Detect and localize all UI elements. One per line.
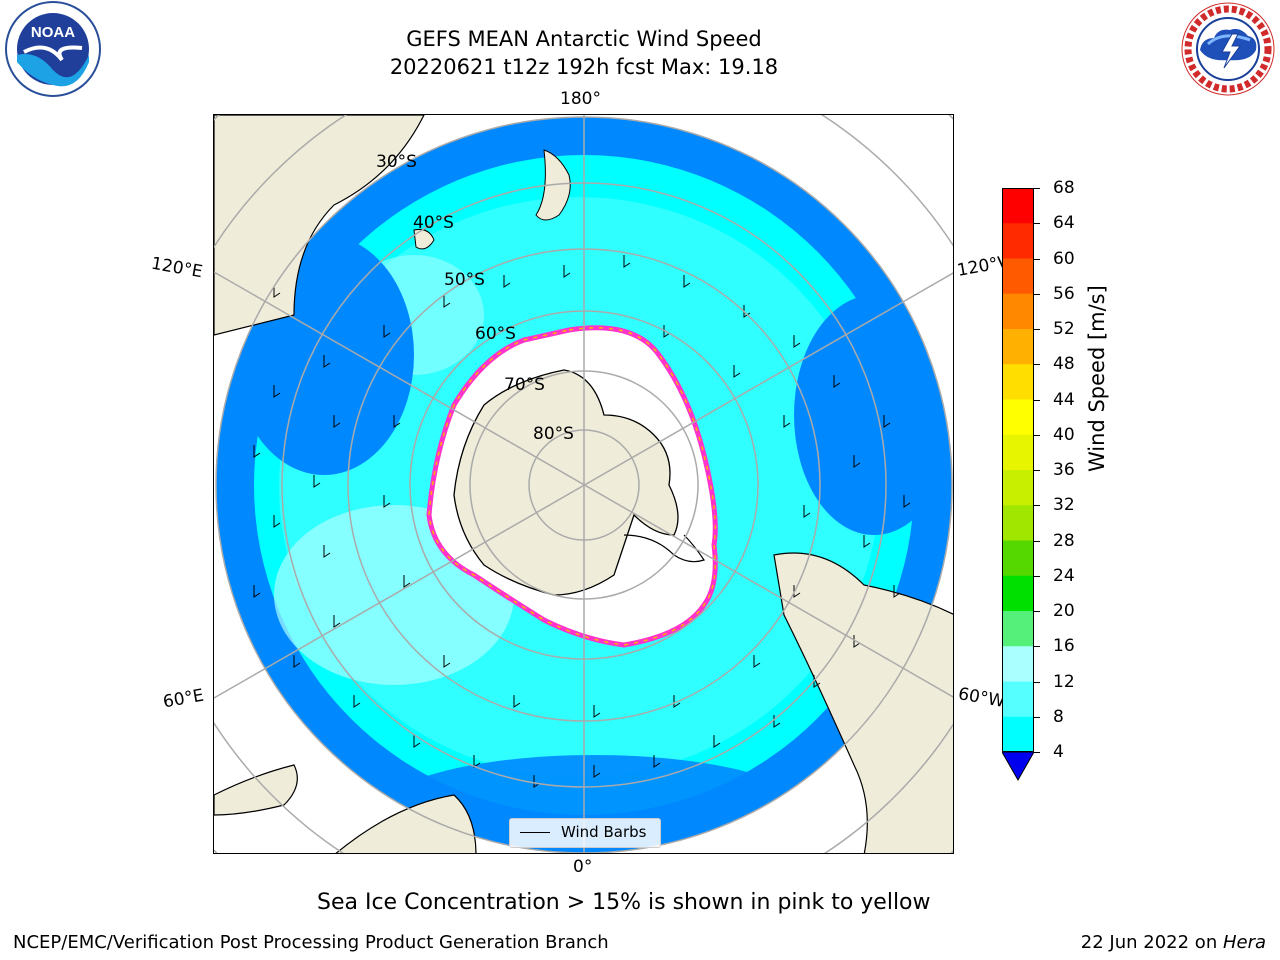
colorbar-segment [1002, 716, 1034, 753]
colorbar-tick-label: 40 [1053, 424, 1075, 445]
colorbar-segment [1002, 434, 1034, 471]
colorbar-segment [1002, 470, 1034, 506]
lon-label-top: 180° [560, 89, 601, 109]
colorbar-tick-mark [1034, 223, 1040, 225]
lon-label-left-upper: 120°E [149, 253, 205, 283]
graticule [214, 115, 953, 853]
colorbar-segment [1002, 293, 1034, 330]
colorbar-segment [1002, 575, 1034, 612]
colorbar-tick-mark [1034, 258, 1040, 260]
colorbar-tick-label: 16 [1053, 636, 1075, 657]
colorbar-tick-label: 64 [1053, 213, 1075, 234]
colorbar-segment [1002, 399, 1034, 436]
colorbar-tick-label: 36 [1053, 460, 1075, 480]
colorbar-tick-label: 60 [1053, 248, 1075, 269]
colorbar-segment [1002, 329, 1034, 365]
colorbar-tick-label: 44 [1053, 389, 1075, 410]
colorbar-tick-mark [1034, 752, 1040, 753]
legend-label: Wind Barbs [561, 823, 647, 841]
colorbar-segment [1002, 188, 1034, 224]
lon-label-right-lower: 60°W [956, 684, 1007, 712]
colorbar-tick-label: 4 [1053, 742, 1064, 762]
colorbar-tick-mark [1034, 364, 1040, 366]
wind-barbs-legend: Wind Barbs [509, 818, 661, 848]
colorbar-tick-mark [1034, 681, 1040, 683]
colorbar-segment [1002, 540, 1034, 577]
colorbar-label: Wind Speed [m/s] [1085, 285, 1109, 472]
colorbar-tick-mark [1034, 399, 1040, 401]
footer-host: Hera [1222, 932, 1266, 953]
lat-label-40: 40°S [413, 213, 454, 233]
lat-label-50: 50°S [444, 270, 485, 290]
colorbar [1001, 188, 1035, 782]
lat-label-70: 70°S [504, 375, 545, 395]
colorbar-tick-mark [1034, 716, 1040, 718]
colorbar-tick-label: 56 [1053, 283, 1075, 304]
noaa-logo-text: NOAA [31, 24, 75, 41]
colorbar-segment [1002, 611, 1034, 647]
lat-label-60: 60°S [475, 324, 516, 344]
colorbar-segment [1002, 681, 1034, 718]
footer-left: NCEP/EMC/Verification Post Processing Pr… [13, 932, 609, 953]
colorbar-tick-label: 12 [1053, 671, 1075, 692]
colorbar-tick-label: 20 [1053, 601, 1075, 621]
colorbar-tick-mark [1034, 575, 1040, 577]
colorbar-svg [1001, 188, 1035, 782]
noaa-logo: NOAA [2, 0, 104, 98]
colorbar-segment [1002, 364, 1034, 400]
colorbar-segment [1002, 223, 1034, 259]
title-line-1: GEFS MEAN Antarctic Wind Speed [406, 27, 762, 51]
nws-logo [1178, 0, 1278, 98]
colorbar-tick-label: 24 [1053, 565, 1075, 586]
colorbar-tick-label: 8 [1053, 706, 1064, 727]
colorbar-segment [1002, 258, 1034, 295]
lat-label-80: 80°S [533, 424, 574, 444]
colorbar-tick-mark [1034, 540, 1040, 542]
title-line-2: 20220621 t12z 192h fcst Max: 19.18 [389, 55, 779, 79]
colorbar-tick-mark [1034, 470, 1040, 471]
colorbar-tick-label: 28 [1053, 530, 1075, 551]
polar-map-svg [214, 115, 953, 853]
colorbar-tick-mark [1034, 646, 1040, 648]
colorbar-segment [1002, 646, 1034, 682]
legend-line-swatch [520, 832, 550, 833]
colorbar-tick-label: 52 [1053, 319, 1075, 339]
colorbar-tick-label: 48 [1053, 354, 1075, 375]
lat-label-30: 30°S [376, 152, 417, 172]
colorbar-tick-mark [1034, 188, 1040, 189]
lon-label-bottom: 0° [573, 857, 593, 877]
footer-right: 22 Jun 2022 on Hera [1081, 932, 1266, 953]
colorbar-segment [1002, 505, 1034, 541]
colorbar-tick-mark [1034, 434, 1040, 436]
colorbar-tick-mark [1034, 611, 1040, 612]
footer-date: 22 Jun 2022 on [1080, 932, 1223, 953]
madagascar-land [214, 764, 298, 816]
colorbar-tick-mark [1034, 293, 1040, 295]
colorbar-tick-label: 68 [1053, 178, 1075, 198]
lon-label-left-lower: 60°E [161, 685, 206, 713]
caption: Sea Ice Concentration > 15% is shown in … [317, 890, 931, 915]
polar-map [213, 114, 954, 854]
colorbar-tick-mark [1034, 329, 1040, 330]
colorbar-tick-label: 32 [1053, 495, 1075, 516]
colorbar-tick-mark [1034, 505, 1040, 507]
